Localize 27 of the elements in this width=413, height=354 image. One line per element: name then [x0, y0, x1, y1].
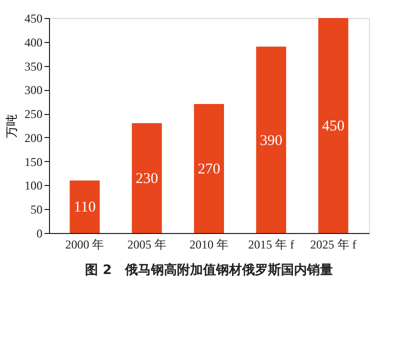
x-tick-label: 2000 年 — [65, 238, 104, 252]
bar — [132, 123, 162, 233]
y-axis-title: 万吨 — [4, 114, 18, 138]
x-tick-label: 2025 年 f — [310, 238, 356, 252]
y-tick-label: 300 — [24, 83, 42, 98]
text: 图 2 俄马钢高附加值钢材俄罗斯国内销量 — [85, 262, 333, 278]
y-tick-label: 350 — [24, 59, 42, 74]
y-tick-label: 100 — [24, 178, 42, 193]
data-label: 230 — [136, 171, 158, 188]
x-tick-label: 2010 年 — [190, 238, 228, 252]
y-tick-label: 400 — [24, 35, 42, 50]
bar — [194, 104, 224, 233]
y-tick-label: 50 — [30, 202, 42, 217]
x-tick-label: 2005 年 — [127, 238, 166, 252]
data-label: 110 — [74, 200, 96, 216]
bar — [70, 180, 100, 233]
y-tick-label: 200 — [24, 130, 42, 145]
data-label: 450 — [322, 118, 345, 134]
bar — [318, 18, 348, 233]
data-label: 390 — [260, 132, 282, 149]
x-tick-label: 2015 年 f — [248, 238, 294, 252]
y-tick-label: 150 — [24, 154, 42, 169]
bar — [256, 46, 286, 233]
data-label: 270 — [198, 162, 220, 178]
y-tick-label: 450 — [24, 12, 42, 26]
y-tick-label: 0 — [36, 226, 42, 240]
y-tick-label: 250 — [24, 107, 42, 122]
